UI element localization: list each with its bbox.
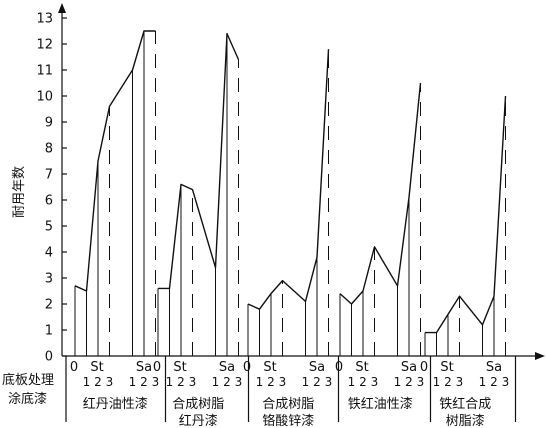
y-tick-label: 2 xyxy=(45,298,53,313)
x-tick-label-st: St xyxy=(355,360,368,375)
x-tick-label-grade: 1 xyxy=(83,375,91,389)
x-tick-label-grade: 1 xyxy=(394,375,402,389)
series-line xyxy=(158,32,240,290)
y-tick-label: 7 xyxy=(45,168,53,183)
axes xyxy=(58,3,545,360)
series-name: 红丹漆 xyxy=(179,413,218,428)
x-tick-label-grade: 2 xyxy=(140,375,148,389)
x-tick-label-grade: 2 xyxy=(405,375,413,389)
y-tick-label: 4 xyxy=(45,246,53,261)
y-tick-label: 12 xyxy=(36,38,53,53)
x-tick-label-grade: 2 xyxy=(313,375,321,389)
x-tick-label-grade: 1 xyxy=(256,375,264,389)
row-labels: 底板处理 涂底漆 xyxy=(2,372,54,407)
x-tick-label-0: 0 xyxy=(420,360,428,375)
x-tick-label-sa: Sa xyxy=(401,360,417,375)
y-tick-label: 3 xyxy=(45,272,53,287)
y-tick-label: 5 xyxy=(45,220,53,235)
x-tick-label-st: St xyxy=(263,360,276,375)
x-tick-label-grade: 1 xyxy=(302,375,310,389)
y-tick-label: 13 xyxy=(36,12,53,27)
x-tick-label-sa: Sa xyxy=(486,360,502,375)
x-axis-arrow-icon xyxy=(535,352,545,360)
x-tick-label-grade: 1 xyxy=(479,375,487,389)
x-tick-label-grade: 3 xyxy=(152,375,160,389)
x-tick-label-sa: Sa xyxy=(309,360,325,375)
y-axis-arrow-icon xyxy=(58,3,66,13)
series-line xyxy=(425,95,507,334)
y-axis-label: 耐用年数 xyxy=(12,166,27,218)
x-tick-label-grade: 2 xyxy=(223,375,231,389)
series-name: 红丹油性漆 xyxy=(83,396,148,412)
y-tick-label: 10 xyxy=(36,90,53,105)
series-line xyxy=(74,30,156,292)
x-tick-label-grade: 3 xyxy=(325,375,333,389)
y-tick-label: 9 xyxy=(45,116,53,131)
y-tick-label: 8 xyxy=(45,142,53,157)
x-tick-label-st: St xyxy=(90,360,103,375)
x-tick-label-grade: 2 xyxy=(444,375,452,389)
x-tick-label-grade: 3 xyxy=(417,375,425,389)
x-tick-label-grade: 1 xyxy=(348,375,356,389)
x-tick-label-grade: 3 xyxy=(371,375,379,389)
y-tick-label: 6 xyxy=(45,194,53,209)
y-tick-label: 0 xyxy=(45,350,53,365)
x-tick-label-grade: 3 xyxy=(279,375,287,389)
x-tick-label-st: St xyxy=(173,360,186,375)
row-label-treatment: 底板处理 xyxy=(2,372,54,388)
x-tick-label-grade: 1 xyxy=(212,375,220,389)
x-tick-label-0: 0 xyxy=(70,360,78,375)
x-tick-label-grade: 3 xyxy=(502,375,510,389)
x-tick-label-grade: 1 xyxy=(433,375,441,389)
y-tick-label: 1 xyxy=(45,324,53,339)
x-tick-label-sa: Sa xyxy=(219,360,235,375)
x-tick-label-st: St xyxy=(440,360,453,375)
x-tick-label-grade: 2 xyxy=(490,375,498,389)
series-name: 铬酸锌漆 xyxy=(262,413,314,428)
series-name: 合成树脂 xyxy=(172,397,224,412)
series-name: 合成树脂 xyxy=(262,397,314,412)
x-tick-label-grade: 2 xyxy=(359,375,367,389)
series-name: 树脂漆 xyxy=(446,413,485,428)
x-tick-label-grade: 3 xyxy=(235,375,243,389)
series-name: 铁红合成 xyxy=(439,396,491,412)
x-tick-label-grade: 1 xyxy=(129,375,137,389)
x-tick-label-grade: 3 xyxy=(106,375,114,389)
x-tick-label-sa: Sa xyxy=(136,360,152,375)
x-tick-label-grade: 3 xyxy=(456,375,464,389)
series-line xyxy=(247,49,330,310)
x-tick-label-0: 0 xyxy=(243,360,251,375)
x-tick-label-0: 0 xyxy=(153,360,161,375)
series-line xyxy=(339,82,422,305)
y-tick-label: 11 xyxy=(36,64,53,79)
row-label-primer: 涂底漆 xyxy=(8,391,47,407)
x-tick-label-grade: 1 xyxy=(166,375,174,389)
x-tick-label-grade: 2 xyxy=(177,375,185,389)
x-tick-label-grade: 3 xyxy=(189,375,197,389)
x-tick-label-grade: 2 xyxy=(94,375,102,389)
series-name: 铁红油性漆 xyxy=(348,396,413,412)
x-tick-label-grade: 2 xyxy=(267,375,275,389)
x-tick-label-0: 0 xyxy=(335,360,343,375)
